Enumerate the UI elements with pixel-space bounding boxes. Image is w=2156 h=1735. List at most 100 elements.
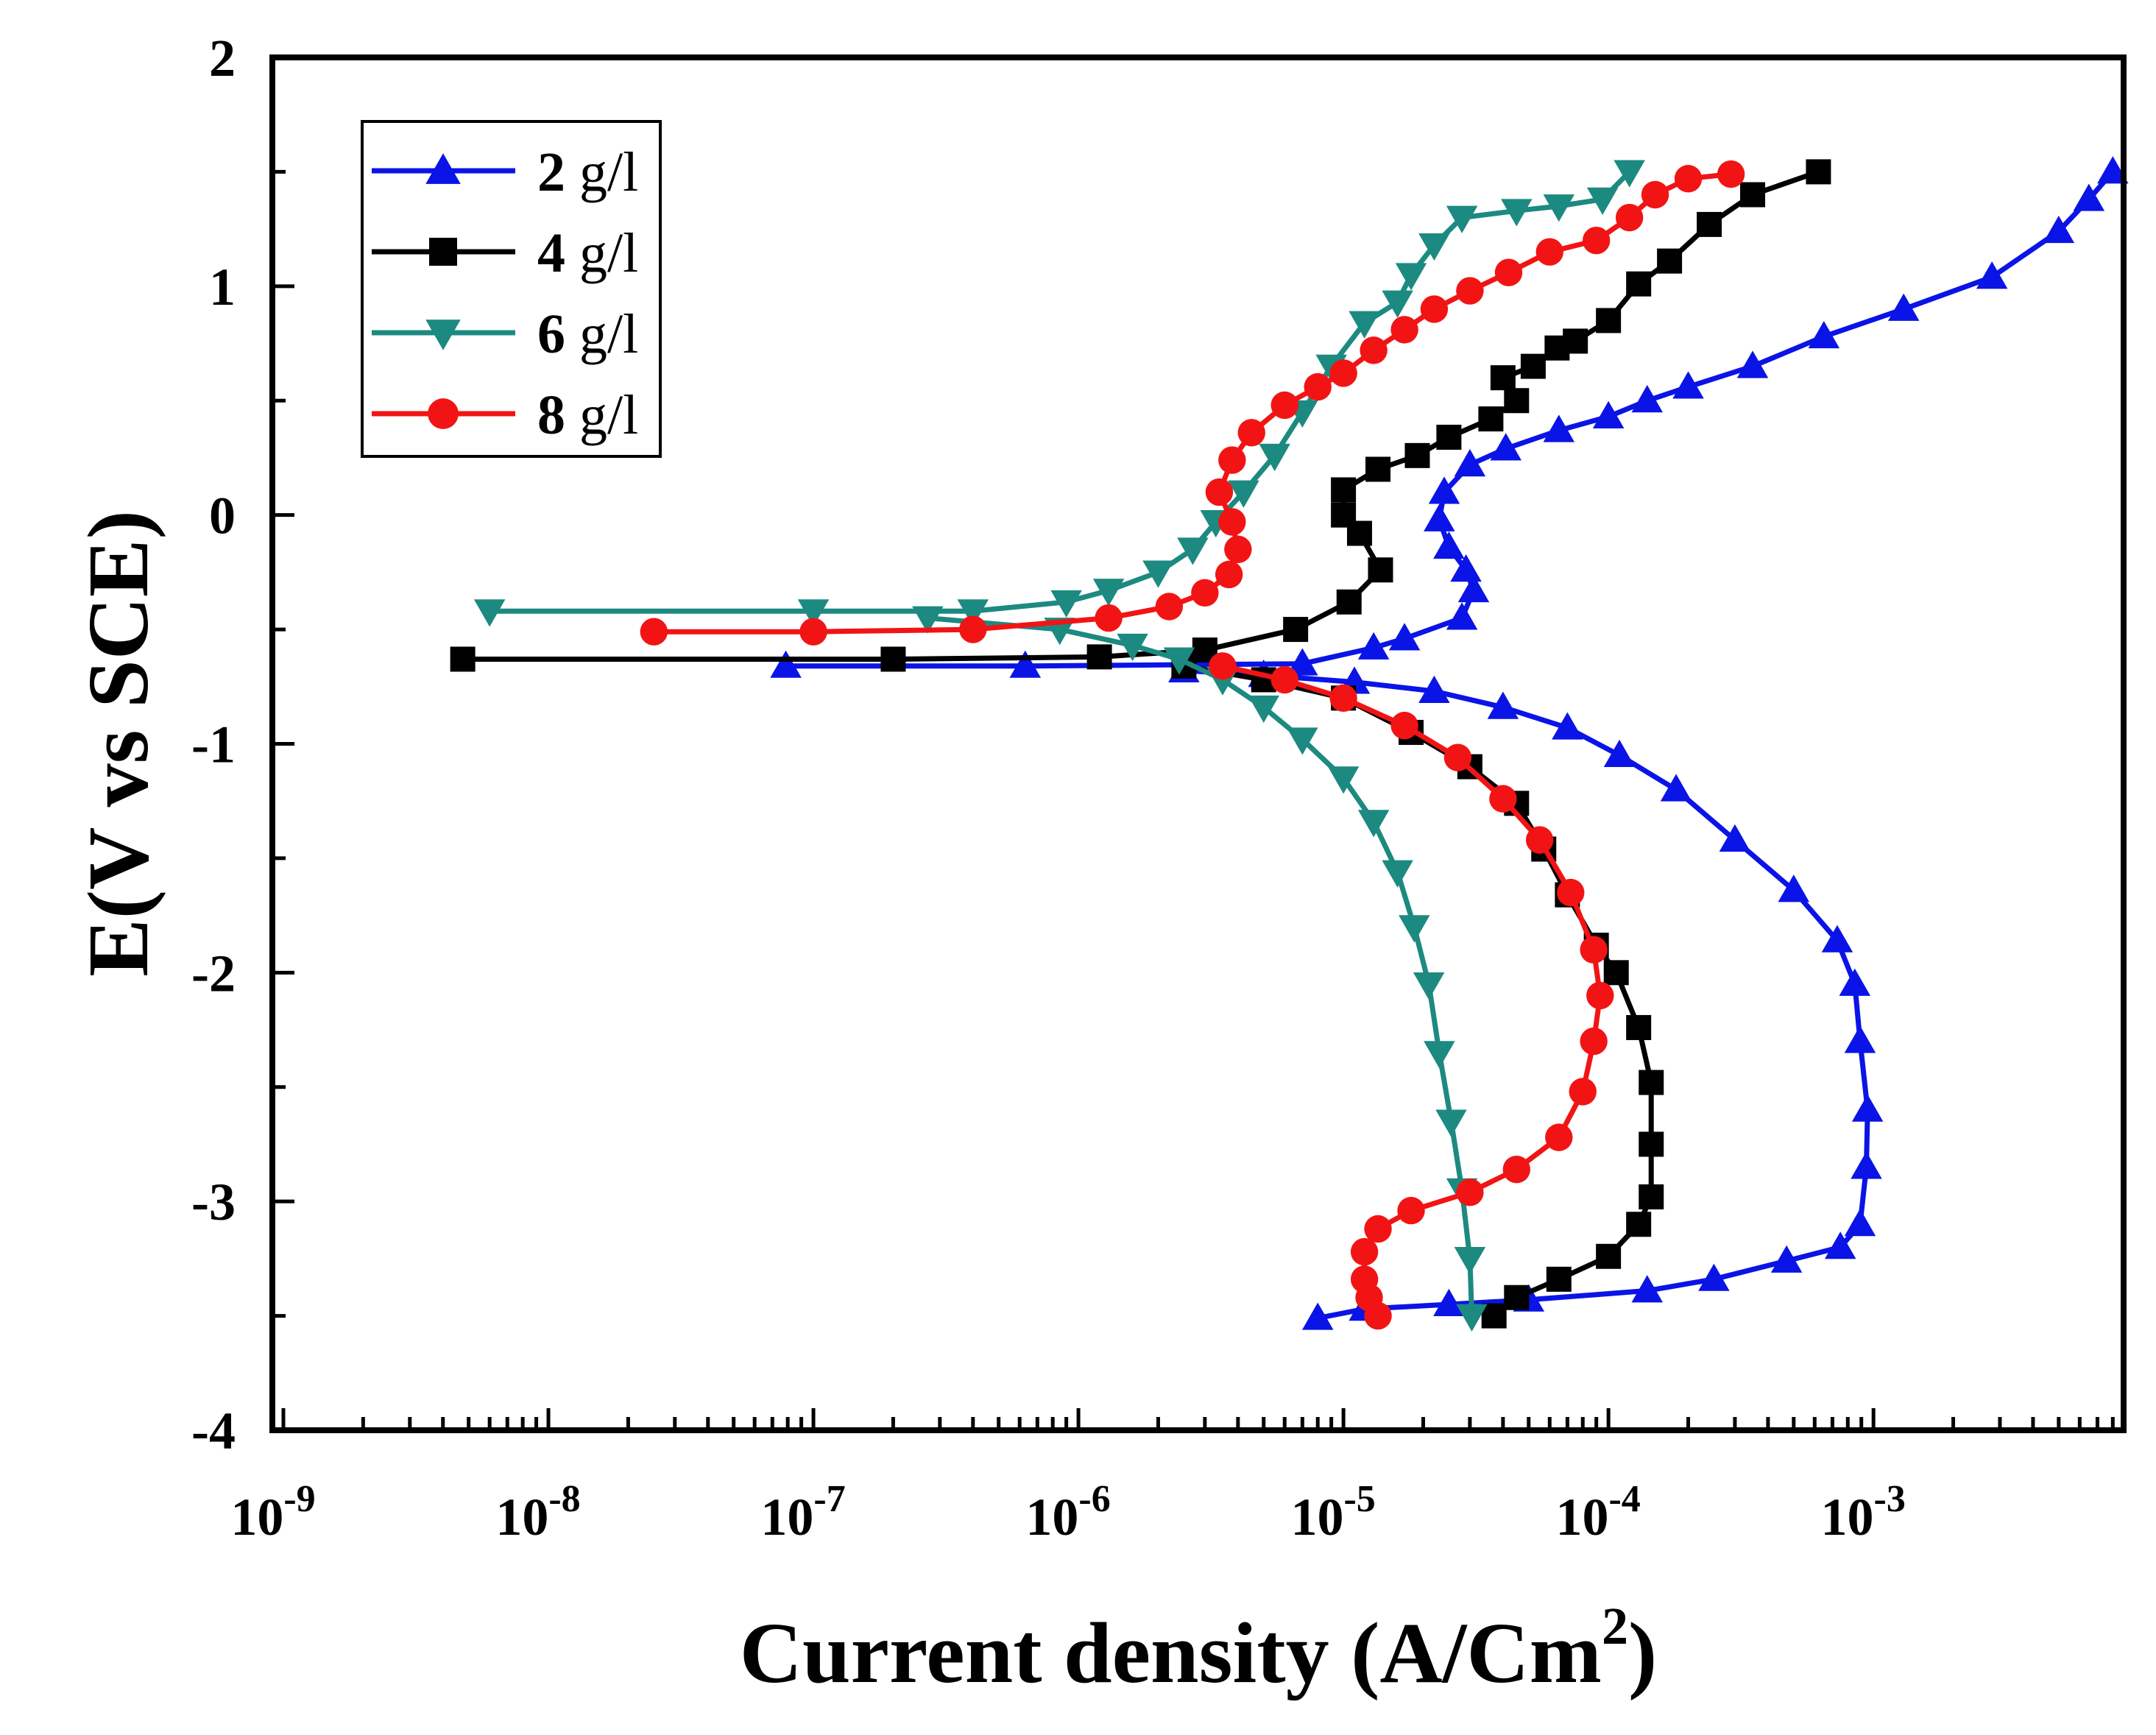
data-point [1117,633,1148,662]
data-point [1657,248,1683,274]
series-line [783,169,2116,669]
data-point [1155,593,1184,621]
data-point [1270,391,1298,420]
data-point [1740,182,1766,208]
data-point [1218,508,1246,536]
data-point [2043,215,2075,244]
data-point [1209,652,1237,680]
data-point [1478,406,1504,432]
data-point [1336,589,1362,615]
legend-marker [429,238,457,266]
data-point [1205,478,1234,506]
data-point [1489,785,1517,813]
data-point [1494,258,1523,286]
data-point [1395,263,1427,291]
data-point [1237,419,1265,447]
data-point [1329,684,1357,713]
data-point [1552,712,1583,740]
data-point [640,618,668,646]
y-tick-label: 2 [209,29,236,88]
data-point [1446,205,1478,233]
data-point [1443,743,1472,771]
legend-label: 2 g/l [537,141,638,203]
data-point [1142,560,1174,588]
data-point [1329,359,1357,387]
data-point [1639,1131,1664,1157]
x-axis-title: Current density (A/Cm2) [740,1597,1657,1701]
data-point [1851,1151,1882,1179]
data-point [1304,372,1332,401]
data-point [1674,165,1703,193]
data-point [2073,183,2105,211]
data-point [1050,590,1082,618]
data-point [799,618,827,646]
data-point [1456,277,1484,305]
data-point [1596,1243,1622,1269]
data-point [1446,602,1478,630]
data-point [1641,180,1669,209]
legend-label: 8 g/l [537,384,638,446]
x-tick-label: 10-8 [495,1478,580,1547]
data-point [1976,261,2008,289]
data-point [1420,295,1449,323]
data-point [1270,665,1298,694]
legend-label: 4 g/l [537,222,638,284]
data-point [1404,442,1430,468]
data-point [1191,579,1219,607]
data-point [1436,424,1462,450]
data-point [1259,443,1290,472]
data-point [1501,199,1533,227]
data-point [1639,1070,1664,1095]
legend: 2 g/l 4 g/l 6 g/l 8 g/l [361,120,662,458]
data-point [1364,1301,1392,1330]
data-point [1839,968,1871,996]
data-point [1596,308,1622,333]
data-point [1428,476,1460,504]
data-point [1454,1246,1486,1275]
data-point [1456,1304,1488,1332]
series-2-gl [770,156,2129,1330]
data-point [1009,650,1042,678]
data-point [1806,159,1831,185]
y-tick-label: -1 [191,715,236,774]
data-point [1592,400,1625,428]
data-point [797,599,830,627]
data-point [1450,554,1482,582]
legend-entry-8-gl: 8 g/l [372,384,638,446]
data-point [1481,1303,1507,1329]
data-point [1821,925,1853,953]
data-point [1736,350,1769,378]
data-point [1215,560,1243,589]
y-axis-title: E(V vs SCE) [70,510,166,977]
data-point [1301,1302,1334,1330]
data-point [1504,388,1530,414]
data-point [1418,675,1450,703]
x-tick-label: 10-5 [1290,1478,1375,1547]
data-point [770,650,802,678]
data-point [1457,574,1490,603]
data-point [1824,1232,1856,1259]
legend-label: 6 g/l [537,303,638,365]
data-point [450,646,476,672]
data-point [1350,1237,1379,1266]
data-point [1603,960,1629,986]
data-point [1672,371,1704,399]
data-point [1382,290,1413,318]
data-point [957,599,989,627]
data-point [1349,311,1380,339]
data-point [1582,226,1611,255]
data-point [1614,160,1645,188]
data-point [1086,644,1112,670]
data-point [1844,1209,1876,1237]
series-8-gl [640,160,1745,1330]
data-point [1248,695,1279,724]
axis-ticks [272,55,2115,1432]
data-point [1095,604,1123,632]
x-tick-label: 10-9 [230,1478,315,1547]
data-point [1224,535,1252,563]
data-point [1660,774,1692,802]
data-point [1808,320,1840,349]
data-point [1569,1078,1597,1106]
axis-tick-labels: 10-9 10-8 10-7 10-6 10-5 10-4 10-3 -4 -3 -2 -1 0 1 2 [191,29,1906,1547]
